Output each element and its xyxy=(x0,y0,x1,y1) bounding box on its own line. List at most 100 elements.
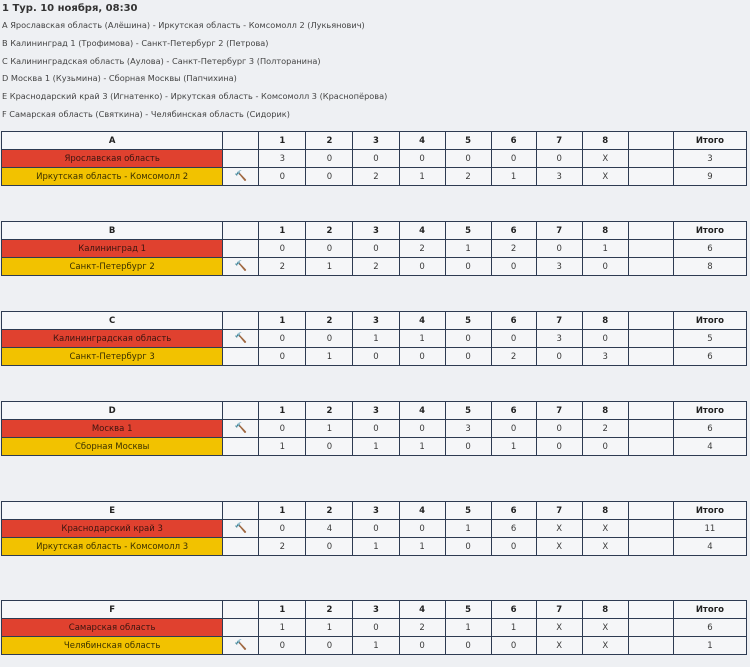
team-total: 3 xyxy=(672,149,748,168)
team-total: 5 xyxy=(672,329,748,348)
end-header: 7 xyxy=(535,401,583,420)
end-header: 4 xyxy=(398,131,446,150)
hammer-icon: 🔨 xyxy=(222,329,260,348)
end-header: 4 xyxy=(398,401,446,420)
hammer-icon xyxy=(222,537,260,556)
end-score: 1 xyxy=(490,618,537,637)
group-header-row: F 1 2 3 4 5 6 7 8 Итого xyxy=(0,600,748,619)
end-score: 1 xyxy=(490,437,537,456)
end-score: 0 xyxy=(444,149,492,168)
end-score: 1 xyxy=(444,239,492,258)
end-header: 3 xyxy=(352,401,400,420)
team-name: Иркутская область - Комсомолл 2 xyxy=(0,167,224,186)
end-header: 2 xyxy=(305,600,354,619)
hammer-column-header xyxy=(222,401,260,420)
extra-end-score xyxy=(627,618,674,637)
team-total: 6 xyxy=(672,347,748,366)
extra-end-score xyxy=(627,519,674,538)
end-header: 5 xyxy=(444,501,492,520)
end-header: 2 xyxy=(305,501,354,520)
end-header: 1 xyxy=(258,221,307,240)
group-header-row: E 1 2 3 4 5 6 7 8 Итого xyxy=(0,501,748,520)
end-score: 2 xyxy=(258,537,307,556)
end-score: 0 xyxy=(258,519,307,538)
group-header-row: C 1 2 3 4 5 6 7 8 Итого xyxy=(0,311,748,330)
end-header: 3 xyxy=(352,221,400,240)
team-row: Калининградская область 🔨 0 0 1 1 0 0 3 0 5 xyxy=(0,329,748,348)
match-line-f: F Самарская область (Святкина) - Челябин… xyxy=(2,108,290,119)
end-score: 0 xyxy=(490,149,537,168)
end-score: 3 xyxy=(581,347,629,366)
end-score: 3 xyxy=(535,329,583,348)
end-header: 4 xyxy=(398,221,446,240)
end-score: 0 xyxy=(535,239,583,258)
end-score: 0 xyxy=(581,437,629,456)
end-score: 1 xyxy=(352,437,400,456)
extra-end-score xyxy=(627,636,674,655)
end-header: 8 xyxy=(581,311,629,330)
group-letter: B xyxy=(0,221,224,240)
end-header: 5 xyxy=(444,600,492,619)
team-total: 4 xyxy=(672,437,748,456)
total-header: Итого xyxy=(672,311,748,330)
end-score: 0 xyxy=(305,149,354,168)
end-score: 1 xyxy=(305,347,354,366)
hammer-column-header xyxy=(222,131,260,150)
end-score: 0 xyxy=(352,239,400,258)
team-name: Калининград 1 xyxy=(0,239,224,258)
end-score: 0 xyxy=(444,636,492,655)
end-score: 0 xyxy=(490,419,537,438)
end-score: 1 xyxy=(444,618,492,637)
end-score: 0 xyxy=(305,537,354,556)
end-score: 0 xyxy=(398,347,446,366)
extra-end-header xyxy=(627,501,674,520)
team-name: Сборная Москвы xyxy=(0,437,224,456)
end-score: 0 xyxy=(352,519,400,538)
group-table-e: E 1 2 3 4 5 6 7 8 Итого Краснодарский край 3 🔨 0 4 0 0 1… xyxy=(0,501,748,556)
extra-end-score xyxy=(627,437,674,456)
extra-end-score xyxy=(627,149,674,168)
end-score: 2 xyxy=(352,257,400,276)
match-line-d: D Москва 1 (Кузьмина) - Сборная Москвы (… xyxy=(2,73,237,84)
end-score: 0 xyxy=(581,257,629,276)
team-name: Самарская область xyxy=(0,618,224,637)
end-score: 2 xyxy=(398,618,446,637)
team-total: 6 xyxy=(672,239,748,258)
extra-end-header xyxy=(627,401,674,420)
end-score: 0 xyxy=(258,239,307,258)
hammer-icon xyxy=(222,618,260,637)
match-line-e: E Краснодарский край 3 (Игнатенко) - Ирк… xyxy=(2,91,388,102)
end-header: 8 xyxy=(581,600,629,619)
team-name: Ярославская область xyxy=(0,149,224,168)
end-header: 6 xyxy=(490,501,537,520)
end-header: 3 xyxy=(352,311,400,330)
team-row: Москва 1 🔨 0 1 0 0 3 0 0 2 6 xyxy=(0,419,748,438)
end-score: 3 xyxy=(444,419,492,438)
end-header: 7 xyxy=(535,501,583,520)
group-letter: C xyxy=(0,311,224,330)
end-score: 0 xyxy=(581,329,629,348)
end-score: 0 xyxy=(305,239,354,258)
hammer-icon: 🔨 xyxy=(222,636,260,655)
end-header: 8 xyxy=(581,401,629,420)
end-score: 1 xyxy=(305,257,354,276)
end-score: 0 xyxy=(490,257,537,276)
end-header: 1 xyxy=(258,501,307,520)
hammer-column-header xyxy=(222,311,260,330)
team-row: Санкт-Петербург 2 🔨 2 1 2 0 0 0 3 0 8 xyxy=(0,257,748,276)
end-header: 6 xyxy=(490,221,537,240)
end-score: 0 xyxy=(258,347,307,366)
end-score: 0 xyxy=(398,257,446,276)
end-score: 2 xyxy=(490,347,537,366)
group-table-d: D 1 2 3 4 5 6 7 8 Итого Москва 1 🔨 0 1 0 0 3 0 0 2 6 Сборная … xyxy=(0,401,748,456)
hammer-icon xyxy=(222,239,260,258)
group-table-f: F 1 2 3 4 5 6 7 8 Итого Самарская область 1 1 0 2 1 1 X X 6… xyxy=(0,600,748,655)
end-score: 0 xyxy=(258,329,307,348)
end-score: 0 xyxy=(352,419,400,438)
end-score: 1 xyxy=(258,437,307,456)
end-header: 6 xyxy=(490,401,537,420)
extra-end-score xyxy=(627,537,674,556)
group-table-a: A 1 2 3 4 5 6 7 8 Итого Ярославская область 3 0 0 0 0 0 0… xyxy=(0,131,748,186)
